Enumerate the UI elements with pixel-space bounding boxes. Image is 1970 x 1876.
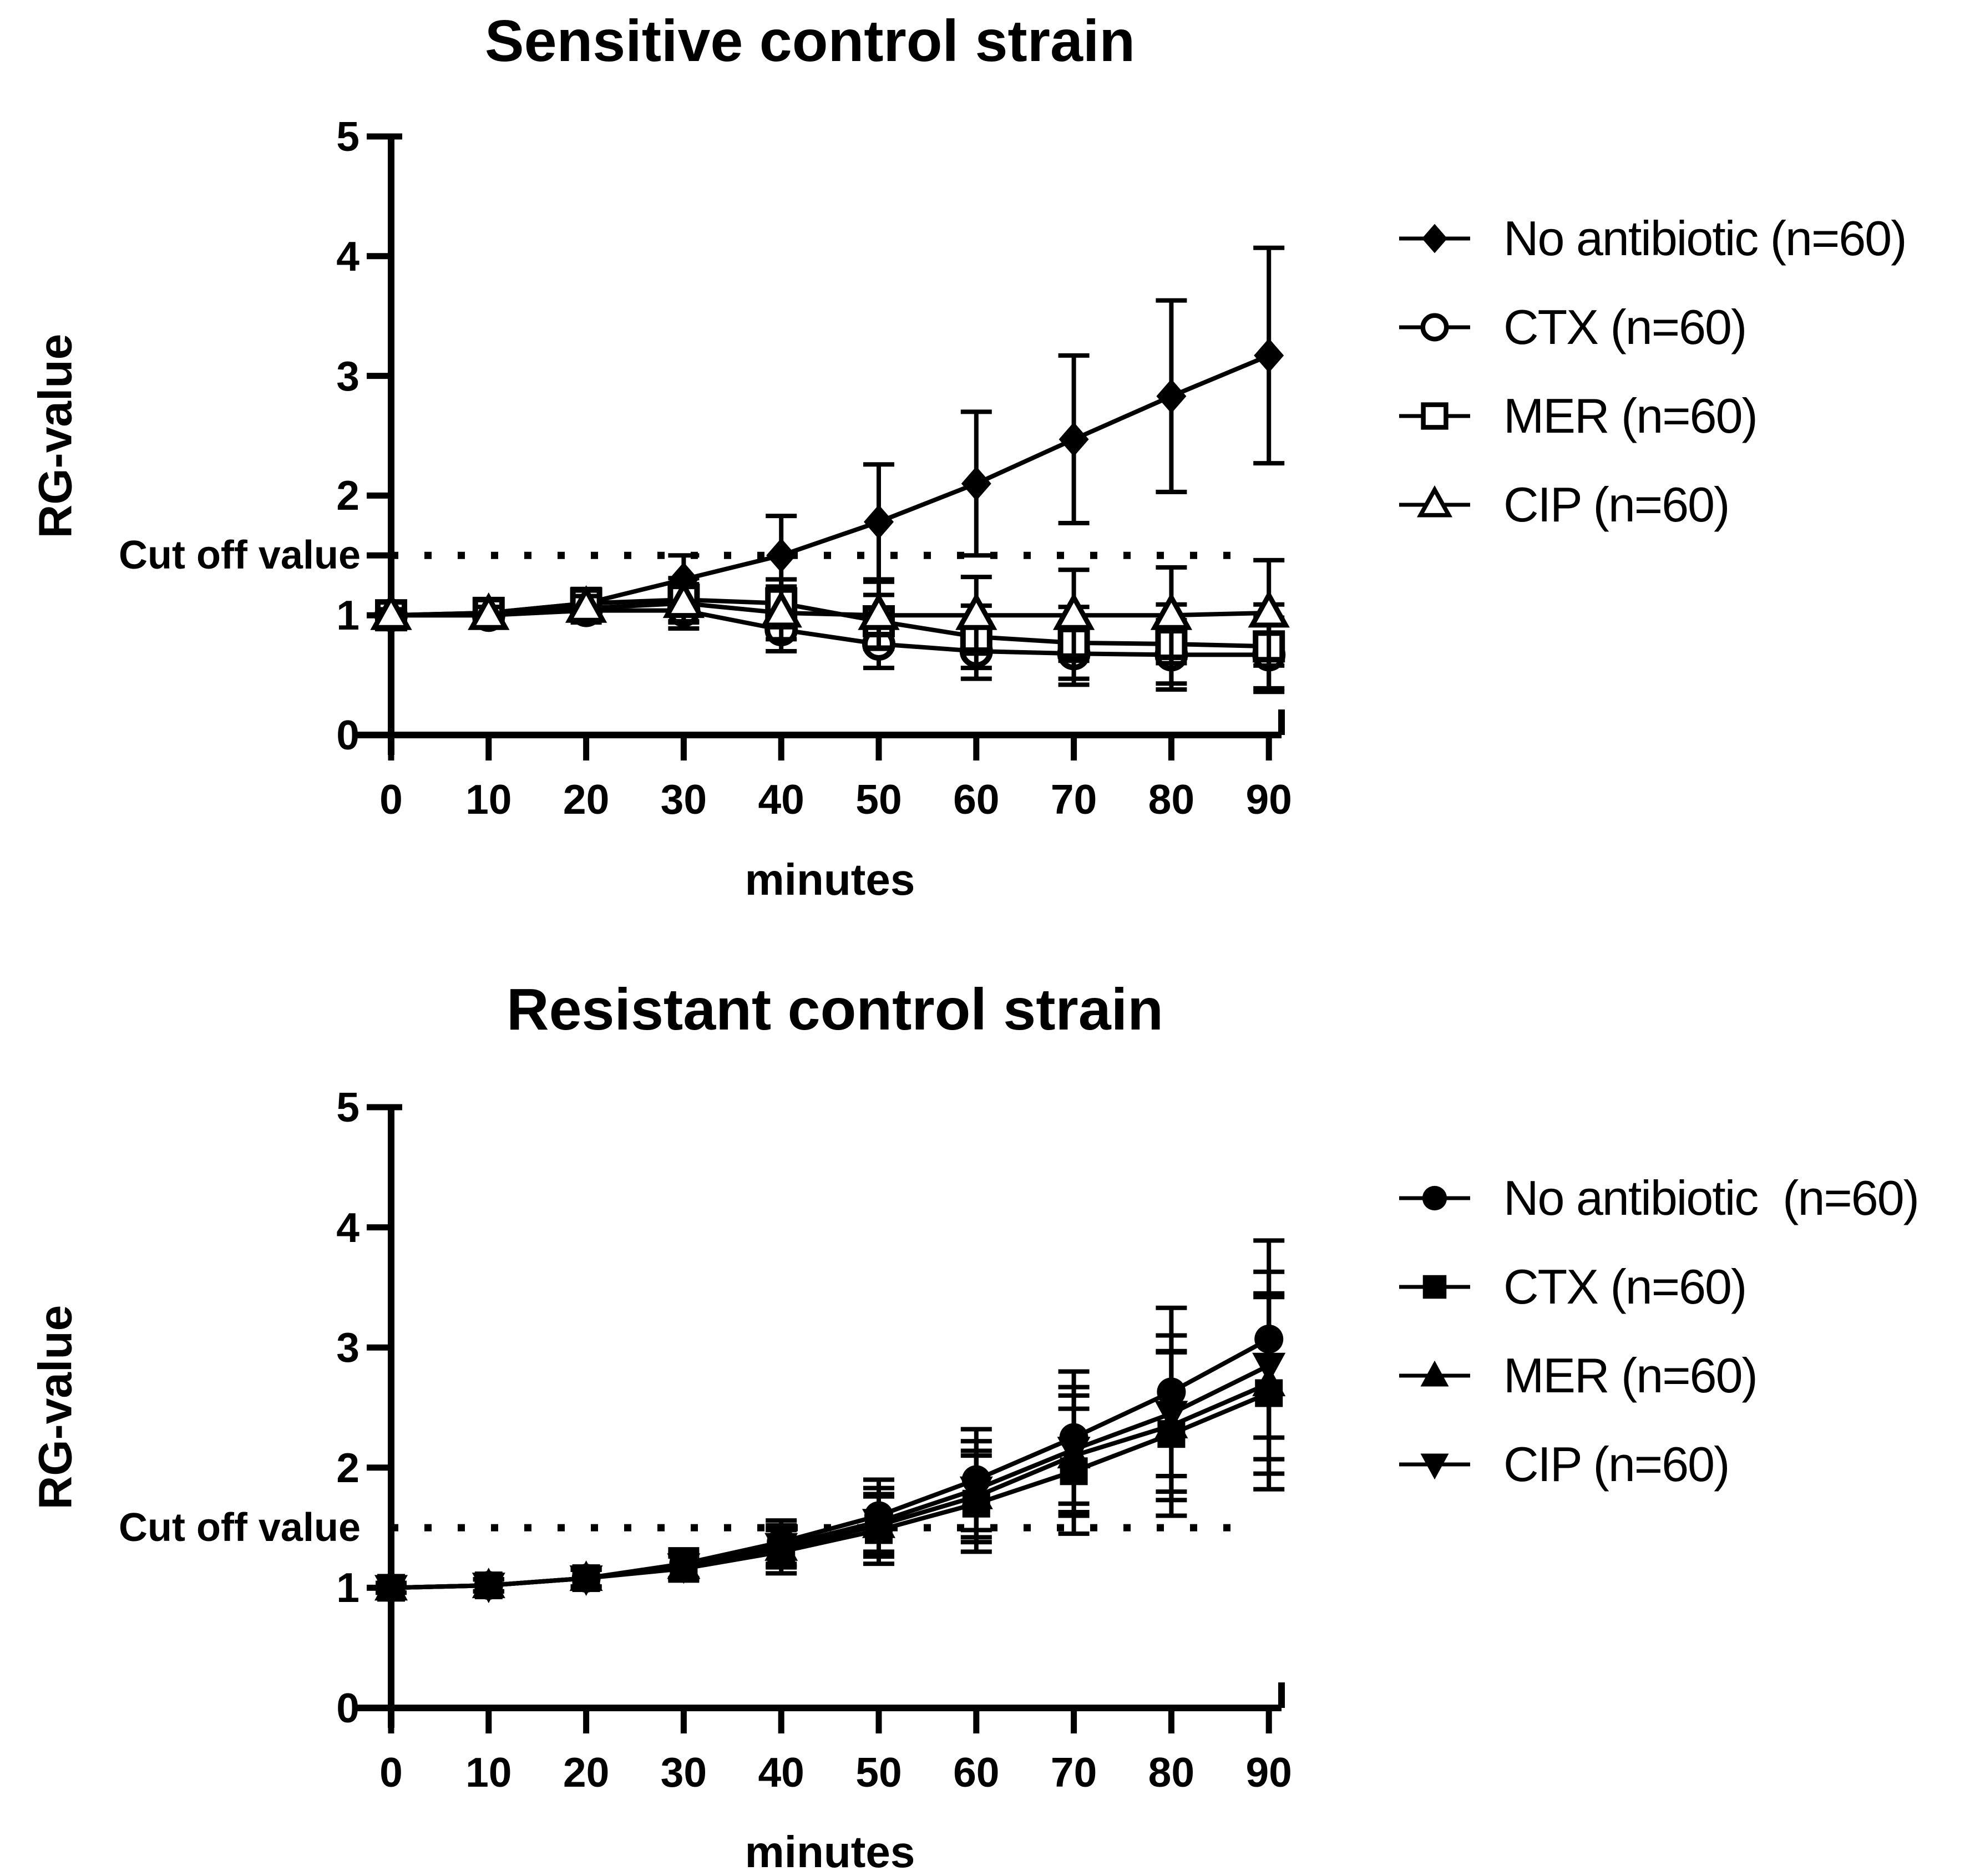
x-tick-label: 50 — [855, 776, 902, 823]
series-line — [391, 1381, 1270, 1590]
x-tick-label: 70 — [1050, 1749, 1097, 1796]
series-line — [391, 353, 1270, 618]
x-tick-label: 30 — [660, 1749, 707, 1796]
y-tick-label: 4 — [336, 232, 359, 280]
marker-filled-triangle-down — [472, 1573, 505, 1604]
marker-open-triangle-up — [662, 580, 705, 618]
panel-resistant-control-strain — [357, 1104, 1286, 1733]
y-tick-label: 5 — [336, 113, 359, 160]
marker-open-triangle-up — [1150, 592, 1193, 630]
marker-open-triangle-up — [858, 592, 900, 630]
y-axis-label: RG-value — [29, 333, 82, 539]
x-tick-label: 60 — [953, 1749, 1000, 1796]
y-tick-label: 0 — [336, 1685, 359, 1731]
marker-filled-diamond — [864, 504, 894, 539]
series-mer-n-60 — [375, 576, 1285, 691]
x-tick-label: 0 — [379, 776, 403, 823]
panel-title-resistant: Resistant control strain — [507, 977, 1163, 1042]
x-tick-label: 80 — [1148, 1749, 1195, 1796]
marker-filled-triangle-down — [1252, 1352, 1286, 1383]
series-markers — [374, 594, 1286, 672]
series-markers — [377, 1379, 1283, 1602]
marker-filled-triangle-down — [862, 1509, 895, 1540]
marker-open-triangle-up — [760, 590, 802, 628]
x-tick-label: 40 — [758, 1749, 804, 1796]
marker-open-triangle-up — [370, 592, 412, 630]
x-axis-label: minutes — [745, 855, 915, 904]
marker-filled-diamond — [766, 538, 797, 573]
y-tick-label: 2 — [336, 472, 359, 519]
series-line — [391, 597, 1269, 649]
marker-open-triangle-up — [468, 592, 510, 630]
cutoff-label: Cut off value — [118, 1505, 361, 1550]
x-tick-label: 40 — [758, 776, 804, 823]
marker-filled-triangle-down — [959, 1476, 993, 1507]
series-markers — [370, 580, 1290, 630]
marker-open-triangle-up — [1052, 592, 1095, 630]
marker-filled-diamond — [1156, 379, 1187, 414]
x-tick-label: 90 — [1245, 1749, 1292, 1796]
panel-title-sensitive: Sensitive control strain — [484, 8, 1136, 74]
marker-filled-triangle-down — [764, 1533, 798, 1564]
marker-open-triangle-up — [1248, 590, 1290, 628]
series-markers — [377, 1325, 1284, 1603]
marker-filled-triangle-down — [374, 1575, 408, 1606]
x-tick-label: 0 — [379, 1749, 403, 1796]
series-markers — [375, 584, 1285, 663]
x-tick-label: 20 — [563, 776, 610, 823]
series-line — [391, 1391, 1270, 1590]
series-no-antibiotic-n-60 — [376, 245, 1285, 633]
marker-filled-triangle-down — [667, 1553, 701, 1584]
series-line — [391, 1363, 1270, 1590]
axes — [357, 1104, 1285, 1733]
series-line — [391, 601, 1269, 618]
error-bars — [376, 576, 1285, 691]
x-tick-label: 30 — [660, 776, 707, 823]
y-tick-label: 3 — [336, 1324, 359, 1371]
y-tick-label: 3 — [336, 352, 359, 399]
marker-filled-triangle-down — [1154, 1401, 1188, 1432]
y-tick-label: 0 — [336, 712, 359, 758]
x-tick-label: 70 — [1050, 776, 1097, 823]
y-tick-label: 4 — [336, 1204, 359, 1251]
series-line — [391, 1337, 1270, 1590]
marker-open-triangle-up — [955, 592, 997, 630]
marker-open-triangle-up — [565, 585, 607, 623]
x-tick-label: 90 — [1245, 776, 1292, 823]
panel-sensitive-control-strain — [357, 133, 1290, 760]
marker-filled-diamond — [1254, 338, 1284, 373]
y-tick-label: 2 — [336, 1444, 359, 1491]
x-tick-label: 10 — [465, 776, 512, 823]
axes — [357, 133, 1285, 760]
series-markers — [374, 1352, 1286, 1606]
y-axis-label: RG-value — [29, 1305, 82, 1510]
x-tick-label: 80 — [1148, 776, 1195, 823]
y-tick-label: 1 — [336, 1564, 359, 1611]
y-tick-label: 1 — [336, 592, 359, 639]
series-ctx-n-60 — [376, 1295, 1285, 1602]
error-bars — [376, 245, 1285, 623]
x-tick-label: 50 — [855, 1749, 902, 1796]
series-mer-n-60 — [374, 1291, 1286, 1601]
y-tick-label: 5 — [336, 1084, 359, 1130]
series-markers — [376, 338, 1284, 633]
x-tick-label: 20 — [563, 1749, 610, 1796]
series-cip-n-60 — [370, 557, 1290, 668]
cutoff-label: Cut off value — [118, 533, 361, 577]
series-cip-n-60 — [374, 1269, 1286, 1606]
marker-filled-triangle-down — [1057, 1437, 1091, 1468]
marker-filled-diamond — [1059, 422, 1089, 457]
x-tick-label: 10 — [465, 1749, 512, 1796]
marker-filled-diamond — [961, 466, 991, 501]
x-tick-label: 60 — [953, 776, 1000, 823]
marker-filled-triangle-down — [569, 1565, 603, 1596]
x-axis-label: minutes — [745, 1827, 915, 1876]
